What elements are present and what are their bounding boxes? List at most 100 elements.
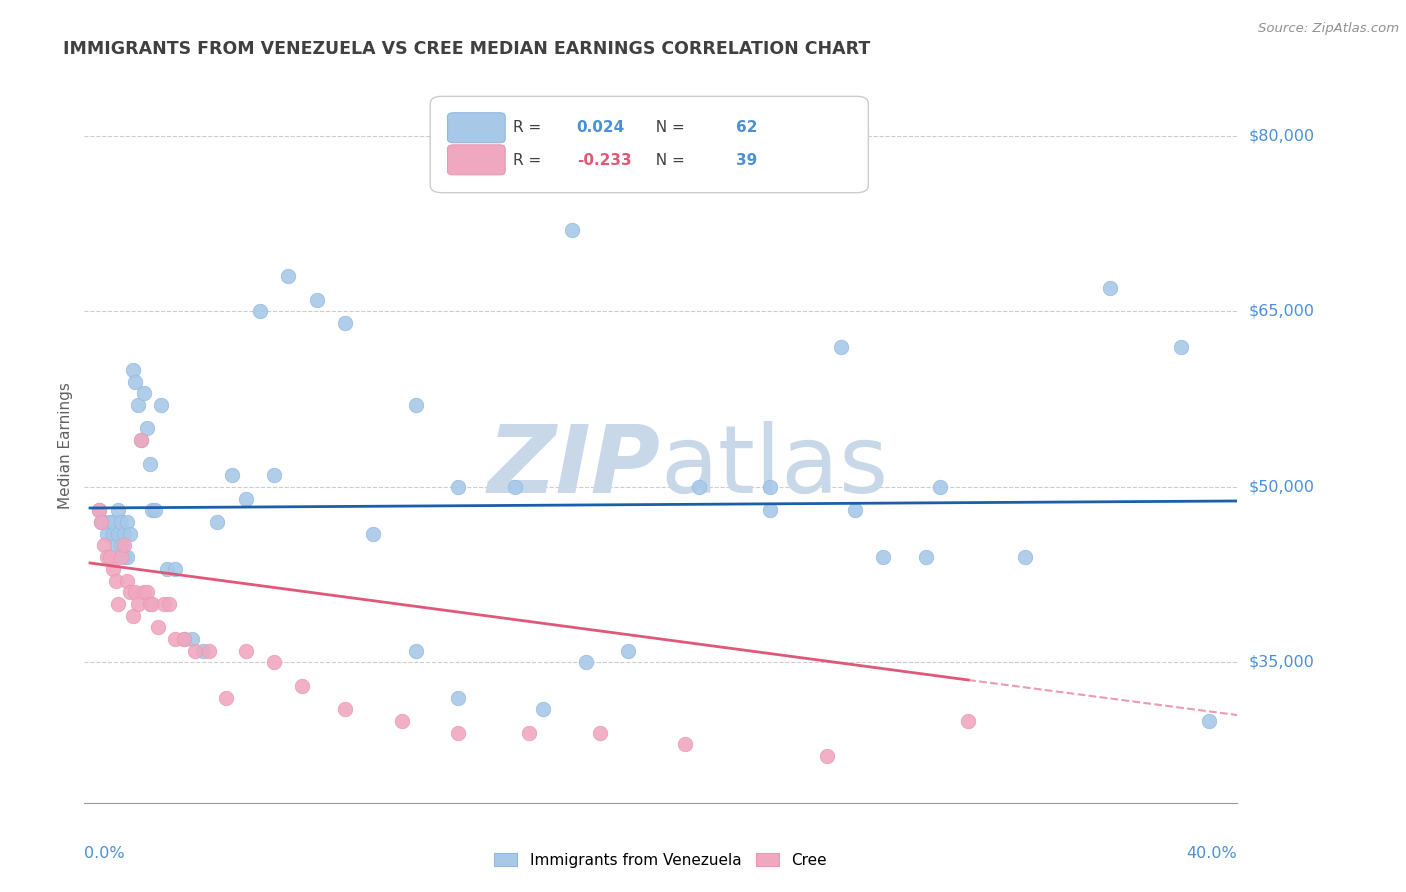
Point	[87, 503, 110, 517]
Text: IMMIGRANTS FROM VENEZUELA VS CREE MEDIAN EARNINGS CORRELATION CHART: IMMIGRANTS FROM VENEZUELA VS CREE MEDIAN…	[63, 40, 870, 58]
Point	[503, 480, 526, 494]
Point	[163, 632, 186, 646]
Text: $65,000: $65,000	[1249, 304, 1315, 319]
Point	[132, 386, 155, 401]
Point	[141, 503, 163, 517]
Point	[152, 597, 174, 611]
Point	[121, 608, 143, 623]
Text: ZIP: ZIP	[488, 421, 661, 514]
Point	[138, 457, 160, 471]
Point	[143, 503, 166, 517]
Point	[1170, 340, 1192, 354]
Point	[121, 363, 143, 377]
Text: 0.024: 0.024	[576, 120, 624, 136]
Point	[673, 737, 696, 751]
Point	[181, 632, 204, 646]
Point	[815, 749, 838, 764]
Text: $35,000: $35,000	[1249, 655, 1315, 670]
Text: 39: 39	[735, 153, 756, 168]
Point	[235, 491, 257, 506]
Text: 62: 62	[735, 120, 758, 136]
Point	[872, 550, 894, 565]
Point	[155, 562, 177, 576]
Point	[759, 480, 782, 494]
Point	[93, 538, 115, 552]
Point	[135, 585, 157, 599]
Point	[90, 515, 112, 529]
Point	[1198, 714, 1220, 728]
Point	[135, 421, 157, 435]
Point	[688, 480, 710, 494]
Point	[207, 515, 229, 529]
Point	[118, 526, 141, 541]
Point	[115, 574, 138, 588]
Point	[249, 304, 271, 318]
Point	[928, 480, 950, 494]
Point	[110, 515, 132, 529]
Point	[138, 597, 160, 611]
Point	[193, 644, 215, 658]
Point	[447, 480, 470, 494]
Point	[107, 597, 129, 611]
Point	[127, 398, 149, 412]
Point	[146, 620, 169, 634]
Point	[405, 398, 427, 412]
Point	[115, 550, 138, 565]
Point	[101, 562, 124, 576]
Point	[98, 515, 121, 529]
Point	[107, 526, 129, 541]
Point	[517, 725, 540, 739]
Y-axis label: Median Earnings: Median Earnings	[58, 383, 73, 509]
Point	[561, 222, 583, 236]
Point	[405, 644, 427, 658]
Point	[104, 538, 127, 552]
FancyBboxPatch shape	[447, 112, 505, 143]
Point	[129, 433, 152, 447]
Point	[830, 340, 852, 354]
Point	[124, 585, 146, 599]
Point	[215, 690, 238, 705]
Text: atlas: atlas	[661, 421, 889, 514]
Point	[575, 656, 598, 670]
Point	[235, 644, 257, 658]
Point	[87, 503, 110, 517]
Point	[96, 526, 118, 541]
Point	[447, 690, 470, 705]
Point	[333, 316, 356, 330]
Point	[93, 515, 115, 529]
Point	[96, 550, 118, 565]
Point	[173, 632, 195, 646]
Point	[531, 702, 554, 716]
Point	[163, 562, 186, 576]
Point	[101, 515, 124, 529]
Point	[447, 725, 470, 739]
Point	[110, 550, 132, 565]
FancyBboxPatch shape	[430, 96, 869, 193]
Point	[157, 597, 180, 611]
Point	[112, 526, 135, 541]
Point	[291, 679, 314, 693]
Point	[277, 269, 299, 284]
Point	[184, 644, 207, 658]
Point	[1098, 281, 1121, 295]
Point	[263, 468, 285, 483]
Point	[127, 597, 149, 611]
Point	[391, 714, 413, 728]
Point	[101, 526, 124, 541]
Point	[617, 644, 640, 658]
Point	[1014, 550, 1036, 565]
Point	[589, 725, 612, 739]
Point	[104, 574, 127, 588]
Text: N =: N =	[645, 120, 689, 136]
Point	[107, 503, 129, 517]
Point	[115, 515, 138, 529]
Point	[112, 538, 135, 552]
Point	[112, 550, 135, 565]
Point	[957, 714, 980, 728]
Text: -0.233: -0.233	[576, 153, 631, 168]
Point	[363, 526, 385, 541]
Point	[110, 538, 132, 552]
Point	[263, 656, 285, 670]
Point	[129, 433, 152, 447]
Text: 40.0%: 40.0%	[1187, 846, 1237, 861]
